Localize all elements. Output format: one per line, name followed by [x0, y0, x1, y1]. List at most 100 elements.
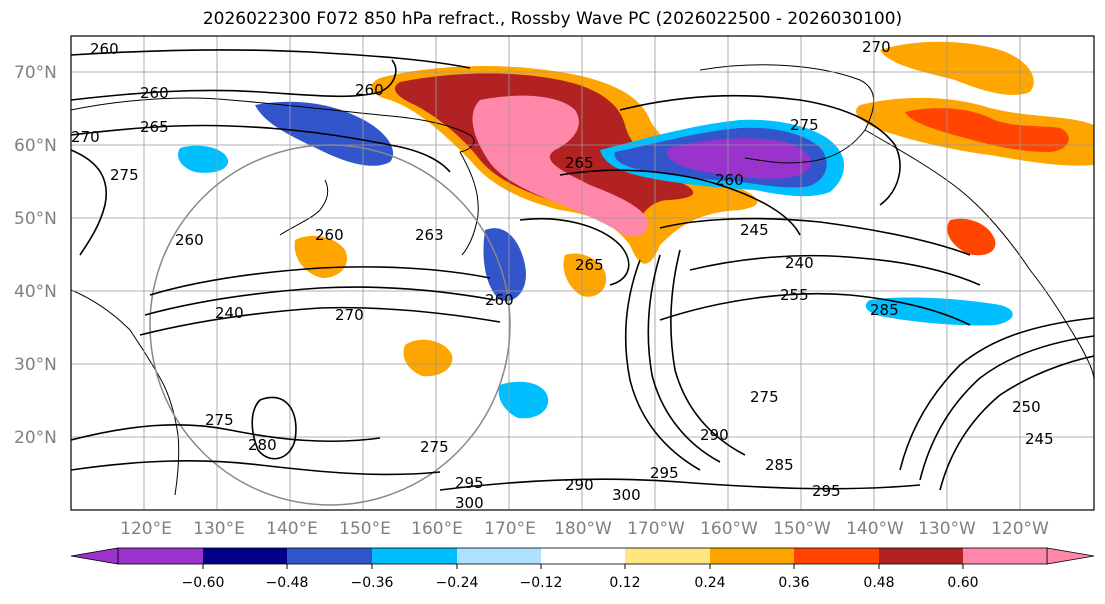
contour-label: 255 — [780, 286, 809, 304]
contour-label: 290 — [700, 426, 729, 444]
contour-line — [71, 124, 451, 173]
contour-label: 285 — [870, 301, 899, 319]
colorbar-extend-high — [1046, 547, 1095, 565]
coastline-siberia — [71, 97, 475, 153]
contour-label: 260 — [355, 81, 384, 99]
contour-line — [624, 259, 701, 471]
colorbar-ticks — [202, 564, 964, 569]
lat-label-40n: 40°N — [14, 282, 57, 302]
lon-label-130w: 130°W — [918, 519, 976, 539]
lon-label-160e: 160°E — [411, 519, 463, 539]
coastline-china — [71, 289, 180, 496]
colorbar-tick-label: 0.48 — [863, 575, 894, 591]
contour-line — [71, 424, 381, 443]
contour-labels: 260 260 265 270 275 270 275 260 265 260 … — [71, 38, 1054, 510]
contour-label: 270 — [335, 306, 364, 324]
colorbar-segment-3 — [287, 548, 372, 564]
anomaly-max-positive-north-pacific — [472, 95, 649, 237]
contour-label: 290 — [565, 476, 594, 494]
contour-label: 270 — [71, 128, 100, 146]
contour-line — [939, 355, 1094, 491]
lon-label-120w: 120°W — [991, 519, 1049, 539]
lon-label-140e: 140°E — [266, 519, 318, 539]
lon-label-150w: 150°W — [773, 519, 831, 539]
colorbar-tick-label: 0.36 — [778, 575, 809, 591]
lon-label-170e: 170°E — [484, 519, 536, 539]
map-frame — [70, 35, 1095, 511]
contour-label: 300 — [612, 486, 641, 504]
anomaly-positive-arctic — [880, 41, 1034, 95]
contours — [71, 49, 1094, 491]
contour-line — [659, 292, 971, 326]
contour-label: 265 — [140, 118, 169, 136]
colorbar-tick-label: 0.24 — [694, 575, 725, 591]
colorbar-extend-low — [70, 547, 119, 565]
map-panel: 260 260 265 270 275 270 275 260 265 260 … — [71, 36, 1094, 510]
contour-line — [659, 217, 971, 256]
contour-label: 260 — [485, 291, 514, 309]
lon-label-130e: 130°E — [193, 519, 245, 539]
coastline-alaska — [699, 64, 875, 164]
contour-line — [670, 249, 746, 456]
contour-label: 265 — [565, 154, 594, 172]
contour-label: 270 — [862, 38, 891, 56]
lon-label-160w: 160°W — [700, 519, 758, 539]
longitude-labels: 120°E 130°E 140°E 150°E 160°E 170°E 180°… — [120, 519, 1049, 539]
contour-label: 295 — [812, 482, 841, 500]
contour-label: 260 — [715, 171, 744, 189]
lat-label-60n: 60°N — [14, 136, 57, 156]
contour-label: 285 — [765, 456, 794, 474]
contour-label: 250 — [1012, 398, 1041, 416]
lon-label-120e: 120°E — [120, 519, 172, 539]
colorbar-segment-5 — [457, 548, 541, 564]
contour-label: 295 — [455, 474, 484, 492]
contour-label: 260 — [315, 226, 344, 244]
contour-label: 240 — [785, 254, 814, 272]
contour-label: 275 — [205, 411, 234, 429]
contour-label: 275 — [420, 438, 449, 456]
contour-label: 265 — [575, 256, 604, 274]
contour-label: 260 — [175, 231, 204, 249]
colorbar-segment-1 — [118, 548, 203, 564]
contour-line — [71, 49, 471, 69]
colorbar-tick-labels: −0.60 −0.48 −0.36 −0.24 −0.12 0.12 0.24 … — [182, 575, 979, 591]
reference-circle — [149, 144, 511, 506]
contour-line — [647, 254, 721, 463]
lat-label-70n: 70°N — [14, 63, 57, 83]
contour-line — [71, 149, 107, 256]
colorbar-frame — [117, 547, 1048, 565]
coastlines — [71, 64, 1094, 496]
lat-label-50n: 50°N — [14, 209, 57, 229]
anomaly-positive-west-pacific — [403, 339, 453, 377]
colorbar-tick-label: 0.60 — [947, 575, 978, 591]
shaded-anomalies — [177, 41, 1094, 419]
coastline-north-america — [864, 129, 1094, 381]
contour-label: 275 — [110, 166, 139, 184]
contour-line — [899, 317, 1094, 471]
colorbar-tick-label: −0.48 — [266, 575, 309, 591]
contour-label: 280 — [248, 436, 277, 454]
contour-line — [71, 460, 441, 476]
anomaly-negative-northeast-pacific — [865, 297, 1013, 326]
lat-label-20n: 20°N — [14, 428, 57, 448]
lon-label-170w: 170°W — [627, 519, 685, 539]
colorbar-tick-label: −0.60 — [182, 575, 225, 591]
anomaly-strong-positive-alaska — [905, 108, 1069, 152]
lat-label-30n: 30°N — [14, 355, 57, 375]
colorbar-segment-6 — [541, 548, 625, 564]
anomaly-positive-subtropics — [563, 253, 607, 297]
contour-line — [71, 59, 397, 101]
colorbar-segment-10 — [879, 548, 963, 564]
anomaly-negative-central-pacific — [483, 228, 526, 301]
anomaly-max-negative-aleutian — [666, 138, 811, 179]
colorbar-segment-4 — [372, 548, 457, 564]
colorbar-tick-label: −0.36 — [351, 575, 394, 591]
colorbar-segment-8 — [710, 548, 794, 564]
latitude-labels: 70°N 60°N 50°N 40°N 30°N 20°N — [14, 63, 57, 448]
colorbar-tick-label: 0.12 — [609, 575, 640, 591]
colorbar-tick-label: −0.24 — [436, 575, 479, 591]
contour-label: 245 — [740, 221, 769, 239]
contour-line — [439, 478, 921, 491]
contour-label: 240 — [215, 304, 244, 322]
